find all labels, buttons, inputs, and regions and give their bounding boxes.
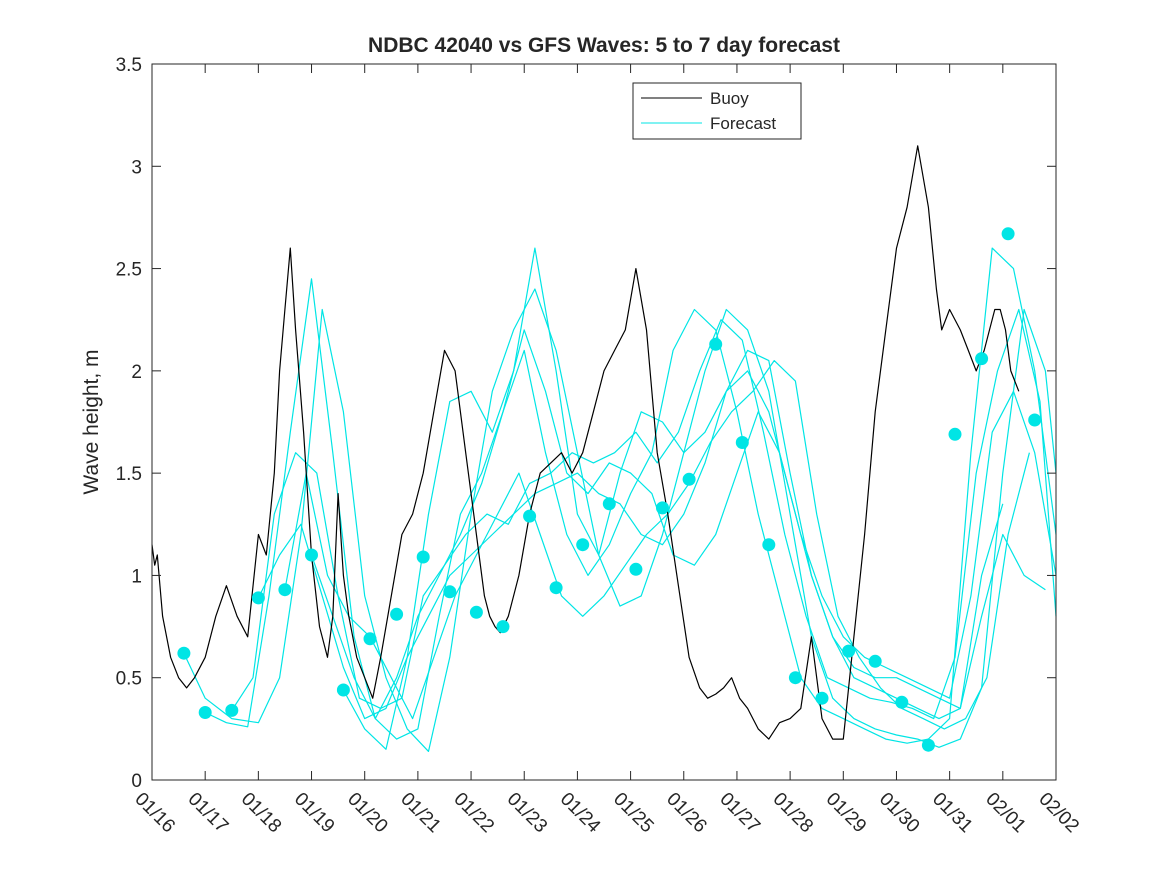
forecast-marker-1 bbox=[198, 706, 212, 719]
forecast-marker-25 bbox=[842, 644, 856, 658]
forecast-marker-24 bbox=[815, 691, 829, 705]
forecast-marker-11 bbox=[469, 605, 483, 619]
forecast-line-5 bbox=[310, 329, 1057, 720]
plot-area bbox=[152, 64, 1056, 780]
forecast-marker-15 bbox=[576, 538, 590, 552]
forecast-marker-2 bbox=[225, 703, 239, 717]
forecast-marker-28 bbox=[921, 738, 935, 752]
forecast-marker-17 bbox=[629, 562, 643, 576]
forecast-line-2 bbox=[231, 308, 1057, 720]
y-axis-label: Wave height, m bbox=[80, 349, 103, 494]
forecast-marker-23 bbox=[788, 671, 802, 685]
forecast-marker-26 bbox=[868, 654, 882, 668]
forecast-line-4 bbox=[284, 360, 1030, 730]
forecast-marker-29 bbox=[948, 427, 962, 441]
forecast-marker-22 bbox=[762, 538, 776, 552]
forecast-line-1 bbox=[204, 247, 1057, 744]
chart-title: NDBC 42040 vs GFS Waves: 5 to 7 day fore… bbox=[368, 34, 840, 57]
y-tick-label-7: 3.5 bbox=[116, 55, 142, 76]
forecast-marker-5 bbox=[305, 548, 318, 562]
legend: Buoy Forecast bbox=[632, 82, 802, 140]
buoy-line bbox=[151, 145, 1020, 740]
forecast-marker-7 bbox=[363, 632, 377, 646]
forecast-marker-32 bbox=[1028, 413, 1042, 427]
forecast-line-3 bbox=[257, 370, 1004, 720]
legend-box bbox=[632, 82, 802, 140]
forecast-marker-27 bbox=[895, 695, 909, 709]
axes-box bbox=[151, 63, 1057, 781]
forecast-marker-9 bbox=[416, 550, 430, 564]
forecast-marker-6 bbox=[336, 683, 350, 697]
y-tick-label-0: 0 bbox=[131, 771, 142, 792]
legend-label-forecast: Forecast bbox=[710, 114, 776, 133]
forecast-marker-20 bbox=[709, 337, 723, 351]
y-tick-label-6: 3 bbox=[131, 157, 142, 178]
legend-label-buoy: Buoy bbox=[710, 89, 749, 108]
forecast-marker-19 bbox=[682, 472, 696, 486]
forecast-marker-4 bbox=[278, 583, 292, 597]
forecast-line-6 bbox=[342, 247, 1046, 750]
forecast-marker-13 bbox=[523, 509, 537, 523]
forecast-marker-18 bbox=[656, 501, 669, 515]
forecast-marker-30 bbox=[975, 352, 989, 366]
series-layer bbox=[151, 145, 1057, 753]
y-tick-label-1: 0.5 bbox=[116, 669, 142, 690]
y-tick-label-5: 2.5 bbox=[116, 260, 142, 281]
y-tick-label-3: 1.5 bbox=[116, 464, 142, 485]
forecast-marker-3 bbox=[251, 591, 265, 605]
forecast-marker-12 bbox=[496, 620, 510, 634]
forecast-marker-10 bbox=[443, 585, 457, 599]
y-tick-label-4: 2 bbox=[131, 362, 142, 383]
forecast-marker-0 bbox=[177, 646, 191, 660]
forecast-marker-14 bbox=[549, 581, 563, 595]
forecast-marker-21 bbox=[735, 436, 749, 449]
forecast-marker-31 bbox=[1001, 227, 1015, 241]
forecast-marker-16 bbox=[602, 497, 616, 511]
y-tick-label-2: 1 bbox=[131, 566, 142, 587]
forecast-marker-8 bbox=[390, 607, 404, 621]
